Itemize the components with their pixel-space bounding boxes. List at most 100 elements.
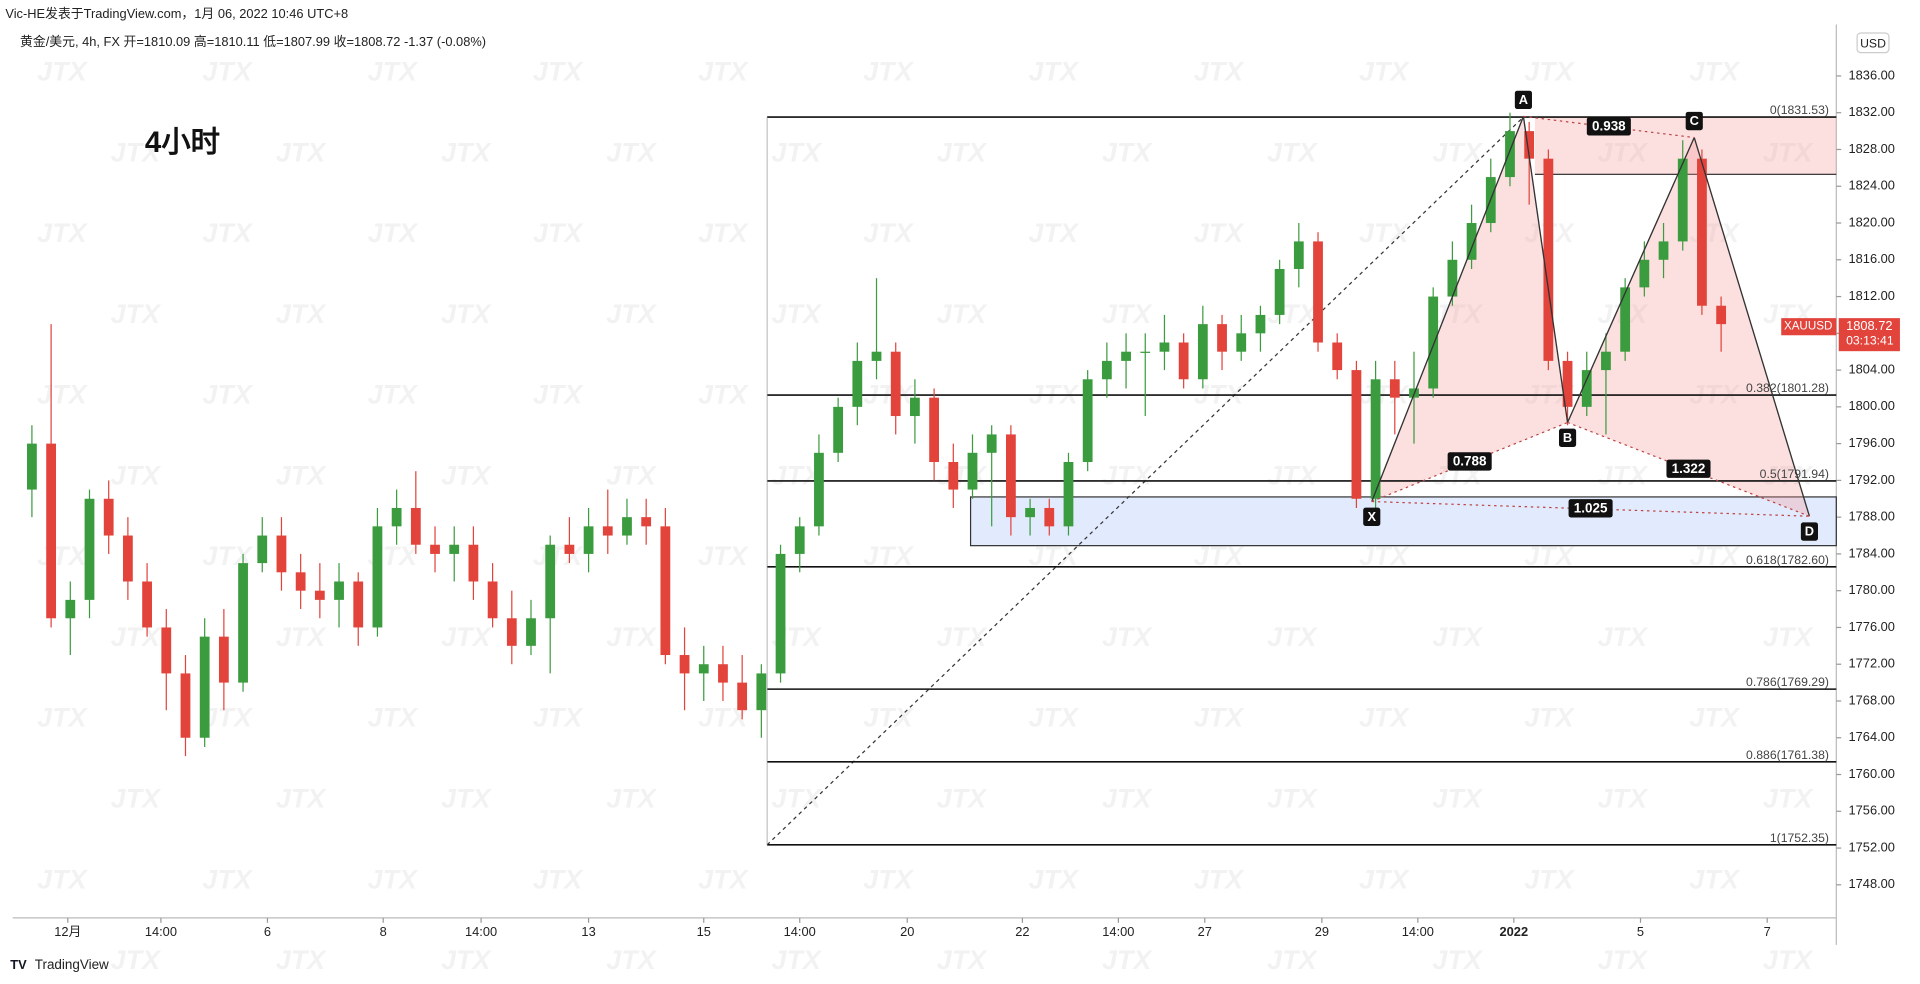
watermark: JTX xyxy=(441,945,492,975)
candle-body xyxy=(46,443,57,619)
point-label: B xyxy=(1563,430,1572,445)
watermark: JTX xyxy=(698,57,749,87)
candle-body xyxy=(1025,507,1035,518)
point-label: D xyxy=(1805,524,1814,539)
watermark: JTX xyxy=(1029,703,1080,733)
watermark: JTX xyxy=(606,784,657,814)
candle-body xyxy=(986,434,997,453)
watermark: JTX xyxy=(606,945,657,975)
candle-body xyxy=(641,517,652,527)
candle-body xyxy=(1063,462,1074,527)
candle-body xyxy=(1236,333,1247,352)
zone xyxy=(969,496,1837,547)
candle-body xyxy=(602,526,613,536)
candle-body xyxy=(737,682,748,711)
candle-body xyxy=(698,664,709,674)
watermark: JTX xyxy=(37,218,88,248)
watermark: JTX xyxy=(276,299,327,329)
watermark: JTX xyxy=(533,57,584,87)
watermark: JTX xyxy=(1359,864,1410,894)
watermark: JTX xyxy=(1359,218,1410,248)
watermark: JTX xyxy=(1763,622,1814,652)
candle-body xyxy=(199,636,210,738)
watermark: JTX xyxy=(37,864,88,894)
y-tick-label: 1800.00 xyxy=(1849,398,1895,413)
candle-body xyxy=(449,544,460,554)
watermark: JTX xyxy=(368,380,419,410)
candle-body xyxy=(161,627,172,674)
ratio-box xyxy=(1586,117,1631,136)
point-label: X xyxy=(1367,509,1376,524)
candle-body xyxy=(948,462,959,490)
x-tick-label: 7 xyxy=(1764,924,1771,939)
candle-body xyxy=(833,406,844,453)
candle-body xyxy=(410,507,421,545)
watermark: JTX xyxy=(533,541,584,571)
watermark: JTX xyxy=(1267,137,1318,167)
x-tick-label: 14:00 xyxy=(1402,924,1434,939)
watermark: JTX xyxy=(1689,57,1740,87)
ratio-box xyxy=(1666,459,1711,478)
y-tick-label: 1784.00 xyxy=(1849,545,1895,560)
candle-body xyxy=(372,526,383,628)
watermark: JTX xyxy=(368,57,419,87)
candle-body xyxy=(468,544,479,582)
candle-body xyxy=(65,599,76,619)
watermark: JTX xyxy=(202,218,253,248)
candle-body xyxy=(1562,360,1573,407)
y-tick-label: 1792.00 xyxy=(1849,472,1895,487)
y-tick-label: 1760.00 xyxy=(1849,766,1895,781)
ratio-label: 0.788 xyxy=(1453,454,1487,469)
candle-body xyxy=(1581,370,1592,407)
watermark: JTX xyxy=(1524,57,1575,87)
candle-body xyxy=(276,535,287,573)
candle-body xyxy=(1524,131,1535,159)
currency-badge[interactable] xyxy=(1856,32,1890,54)
ratio-label: 1.322 xyxy=(1672,461,1706,476)
candle-body xyxy=(756,673,767,711)
watermark: JTX xyxy=(441,460,492,490)
fib-label: 0.786(1769.29) xyxy=(1746,675,1829,689)
x-tick-label: 12月 xyxy=(54,924,81,939)
watermark: JTX xyxy=(1194,57,1245,87)
pattern-leg xyxy=(1371,116,1525,502)
watermark: JTX xyxy=(1524,864,1575,894)
price-tag xyxy=(1838,318,1900,352)
x-tick-label: 14:00 xyxy=(465,924,497,939)
watermark: JTX xyxy=(1432,299,1483,329)
candle-body xyxy=(1389,379,1400,398)
ratio-box xyxy=(1447,452,1492,471)
candle-body xyxy=(353,581,364,628)
footer: TradingView xyxy=(35,957,109,972)
candle-body xyxy=(718,664,728,683)
watermark: JTX xyxy=(1598,137,1649,167)
watermark: JTX xyxy=(202,864,253,894)
candle-body xyxy=(1140,351,1151,353)
candle-body xyxy=(27,443,37,490)
last-price: 1808.72 xyxy=(1846,318,1892,333)
candle-body xyxy=(967,452,978,490)
publisher: Vic-HE发表于TradingView.com，1月 06, 2022 10:… xyxy=(5,6,348,21)
symbol-tag xyxy=(1781,318,1837,336)
fib-label: 0.382(1801.28) xyxy=(1746,381,1829,395)
watermark: JTX xyxy=(202,703,253,733)
watermark: JTX xyxy=(533,703,584,733)
point-label: A xyxy=(1519,92,1528,107)
x-tick-label: 8 xyxy=(380,924,387,939)
fib-label: 0(1831.53) xyxy=(1770,103,1829,117)
candle-body xyxy=(391,507,402,527)
watermark: JTX xyxy=(1194,218,1245,248)
watermark: JTX xyxy=(202,57,253,87)
candle-body xyxy=(257,535,268,564)
y-tick-label: 1832.00 xyxy=(1849,104,1895,119)
countdown: 03:13:41 xyxy=(1846,334,1894,348)
watermark: JTX xyxy=(1029,57,1080,87)
candle-body xyxy=(506,618,517,646)
candle-body xyxy=(1447,259,1458,297)
watermark: JTX xyxy=(441,622,492,652)
chart-title: 4小时 xyxy=(145,126,220,159)
candle-body xyxy=(334,581,344,600)
watermark: JTX xyxy=(111,784,162,814)
y-tick-label: 1752.00 xyxy=(1849,839,1895,854)
x-tick-label: 13 xyxy=(581,924,595,939)
